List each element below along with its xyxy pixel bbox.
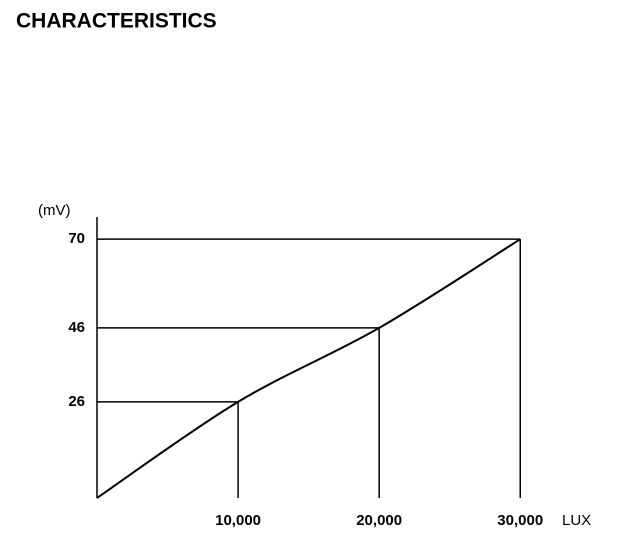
y-tick-label: 46 xyxy=(68,319,85,336)
y-tick-label: 70 xyxy=(68,230,85,247)
chart-title: CHARACTERISTICS xyxy=(16,10,217,33)
x-tick-label: 20,000 xyxy=(356,512,402,529)
y-axis-label: (mV) xyxy=(38,202,71,219)
x-axis-label: LUX xyxy=(562,512,591,529)
x-tick-label: 10,000 xyxy=(215,512,261,529)
x-tick-label: 30,000 xyxy=(497,512,543,529)
y-tick-label: 26 xyxy=(68,393,85,410)
curve xyxy=(96,238,521,499)
